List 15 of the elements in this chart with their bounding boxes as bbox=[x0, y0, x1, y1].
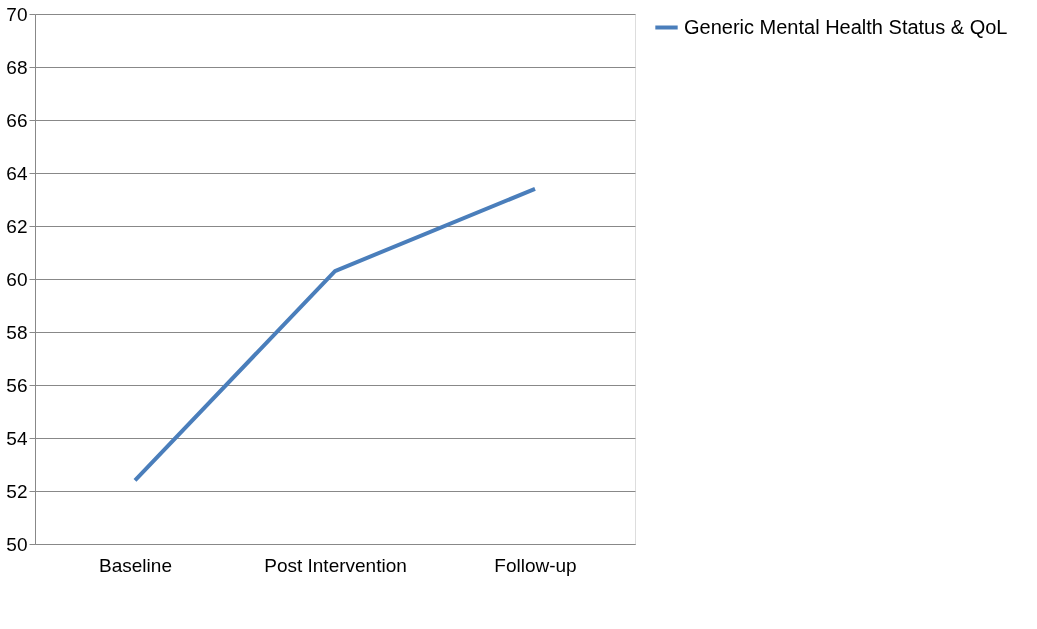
x-tick-label: Post Intervention bbox=[264, 554, 407, 576]
y-tick-label: 64 bbox=[6, 162, 28, 184]
y-tick-label: 60 bbox=[6, 268, 28, 290]
y-tick-label: 62 bbox=[6, 215, 28, 237]
y-tick-label: 68 bbox=[6, 56, 28, 78]
y-tick-label: 70 bbox=[6, 3, 28, 25]
y-tick-label: 52 bbox=[6, 480, 28, 502]
y-tick-label: 54 bbox=[6, 427, 28, 449]
y-tick-label: 58 bbox=[6, 321, 28, 343]
x-tick-label: Follow-up bbox=[494, 554, 577, 576]
x-tick-label: Baseline bbox=[99, 554, 172, 576]
y-tick-label: 66 bbox=[6, 109, 28, 131]
legend-label: Generic Mental Health Status & QoL bbox=[684, 15, 1008, 38]
y-tick-label: 56 bbox=[6, 374, 28, 396]
y-tick-label: 50 bbox=[6, 533, 28, 555]
